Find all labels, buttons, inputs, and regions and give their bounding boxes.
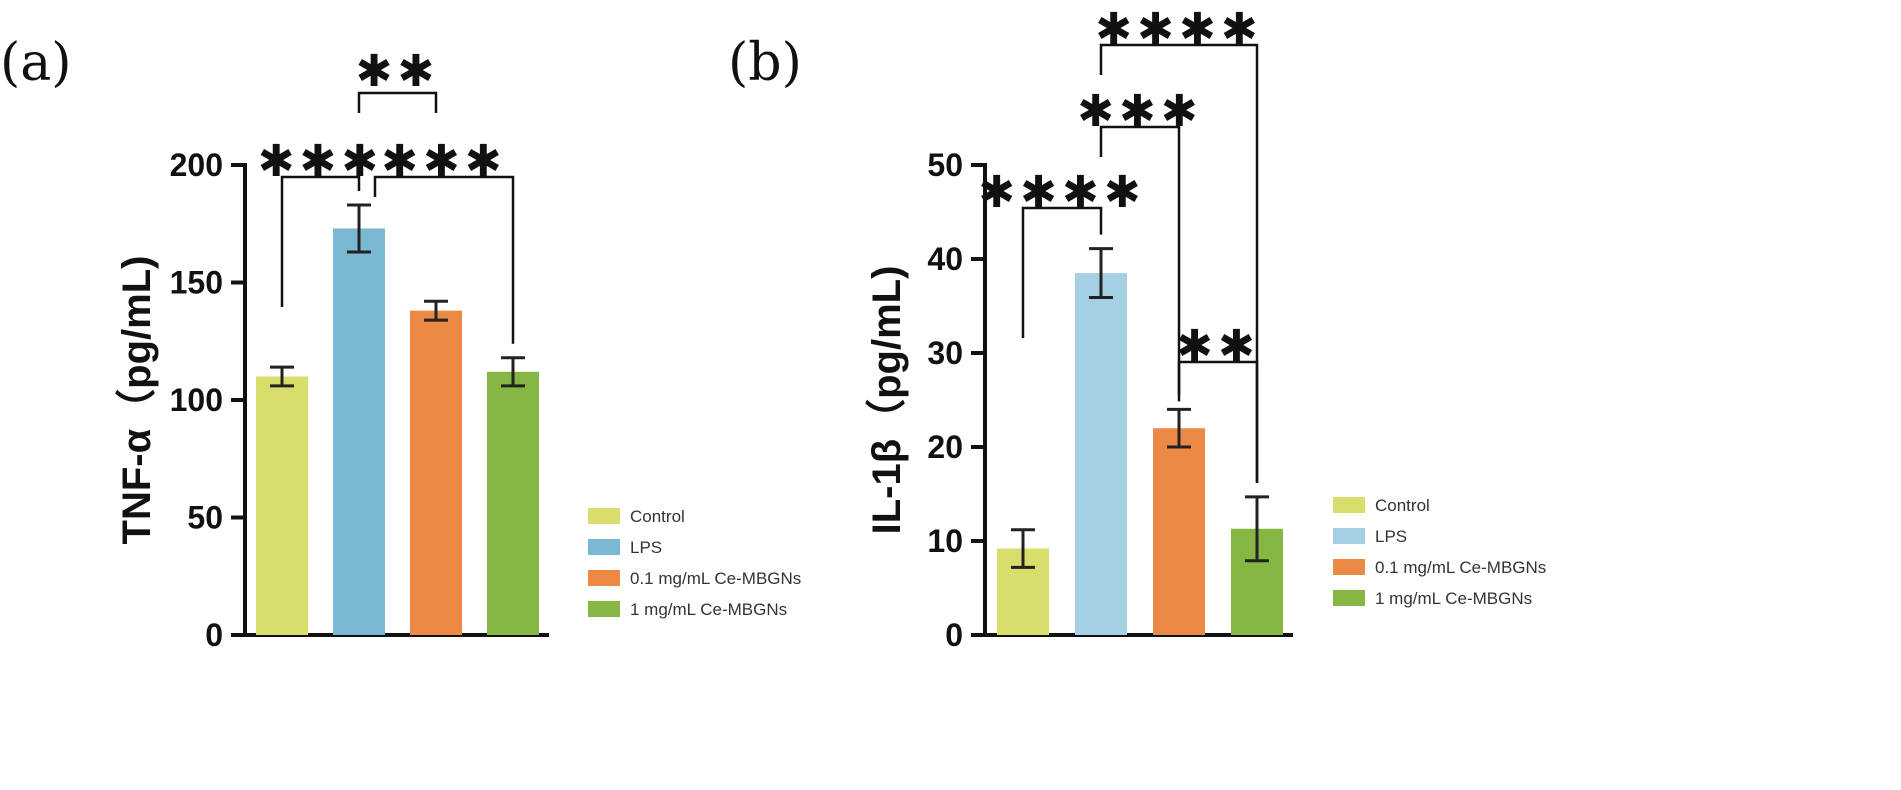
significance-bracket-3 [1099,43,1259,483]
significance-label-4: ✱✱ [1176,321,1260,372]
y-tick-label: 30 [927,335,963,371]
y-tick-label: 20 [927,429,963,465]
significance-bracket-3 [373,175,515,344]
significance-label-2: ✱✱✱ [1077,86,1203,137]
y-tick-label: 40 [927,241,963,277]
bar-3 [410,310,462,635]
significance-label-1: ✱✱✱ [258,136,384,187]
legend-swatch-2 [588,539,620,555]
bar-2 [333,228,385,635]
y-tick-label: 150 [170,265,223,301]
panel-b-label: (b) [728,33,802,93]
legend-label-1: Control [1375,496,1430,515]
panel-a-bars [256,203,539,635]
legend-swatch-2 [1333,528,1365,544]
legend-swatch-4 [588,601,620,617]
bar-1 [256,376,308,635]
legend-label-4: 1 mg/mL Ce-MBGNs [1375,589,1532,608]
significance-bracket-1 [1021,206,1103,338]
panel-b-legend: Control LPS 0.1 mg/mL Ce-MBGNs 1 mg/mL Ce-M… [1333,496,1546,608]
legend-swatch-1 [1333,497,1365,513]
legend-label-3: 0.1 mg/mL Ce-MBGNs [1375,558,1546,577]
significance-bracket-1 [280,175,361,307]
legend-label-2: LPS [630,538,662,557]
panel-b-y-axis-label: IL-1β（pg/mL) [865,266,909,535]
panel-b-significance: ✱✱✱✱✱✱✱✱✱✱✱✱✱ [978,4,1262,483]
significance-bracket-2 [1099,125,1181,396]
y-tick-label: 0 [205,617,223,653]
bar-2 [1075,273,1127,635]
y-tick-label: 200 [170,147,223,183]
significance-label-3: ✱✱✱ [381,136,507,187]
panel-a-legend: Control LPS 0.1 mg/mL Ce-MBGNs 1 mg/mL Ce-M… [588,507,801,619]
panel-b-axes: 0 10 20 30 40 50 [927,147,1293,653]
y-tick-label: 10 [927,523,963,559]
y-tick-label: 0 [945,617,963,653]
y-tick-label: 100 [170,382,223,418]
legend-label-4: 1 mg/mL Ce-MBGNs [630,600,787,619]
y-tick-label: 50 [187,500,223,536]
bar-3 [1153,428,1205,635]
significance-label-2: ✱✱ [356,46,440,97]
significance-label-1: ✱✱✱✱ [978,167,1145,218]
legend-swatch-3 [1333,559,1365,575]
bar-4 [487,371,539,635]
legend-label-3: 0.1 mg/mL Ce-MBGNs [630,569,801,588]
legend-label-1: Control [630,507,685,526]
legend-swatch-1 [588,508,620,524]
significance-bracket-4 [1177,360,1259,483]
legend-swatch-3 [588,570,620,586]
significance-label-3: ✱✱✱✱ [1095,4,1262,55]
significance-bracket-2 [357,91,438,113]
panel-a-label: (a) [0,33,72,93]
panel-a-y-axis-label: TNF-α（pg/mL) [115,256,159,545]
panel-a-significance: ✱✱✱✱✱✱✱✱ [258,46,515,344]
panel-b-bars [997,247,1283,635]
legend-swatch-4 [1333,590,1365,606]
y-tick-label: 50 [927,147,963,183]
legend-label-2: LPS [1375,527,1407,546]
